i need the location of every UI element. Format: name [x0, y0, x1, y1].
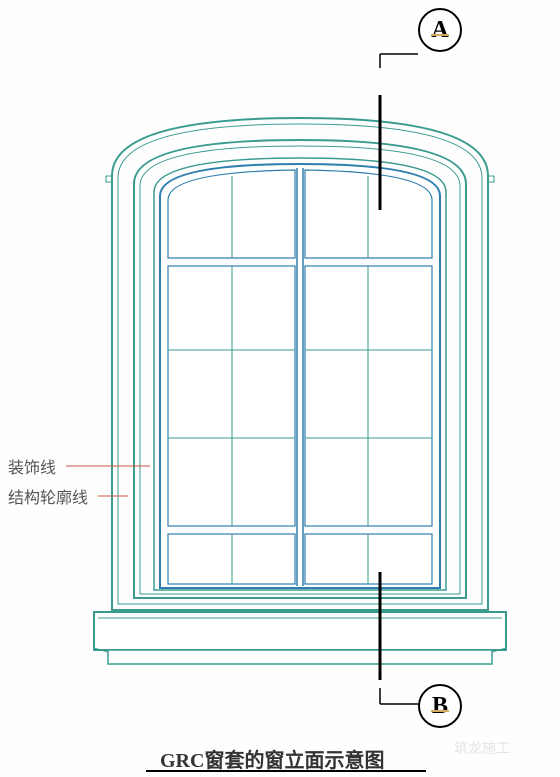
label-decorative-line: 装饰线 — [8, 454, 56, 478]
marker-underline-b — [431, 710, 449, 712]
marker-letter-b: B — [432, 693, 448, 720]
sill-base — [108, 650, 492, 664]
label-structure-outline: 结构轮廓线 — [8, 484, 88, 508]
marker-letter-a: A — [431, 17, 448, 44]
section-marker-b: B — [418, 684, 462, 728]
marker-underline-a — [431, 34, 449, 36]
diagram-svg — [0, 0, 560, 772]
grc-window-elevation-diagram: A B 装饰线 结构轮廓线 GRC窗套的窗立面示意图 筑龙施工 — [0, 0, 560, 772]
diagram-title: GRC窗套的窗立面示意图 — [160, 744, 384, 773]
watermark-text: 筑龙施工 — [454, 738, 510, 758]
window-sash-outer — [160, 164, 440, 588]
section-marker-a: A — [418, 8, 462, 52]
